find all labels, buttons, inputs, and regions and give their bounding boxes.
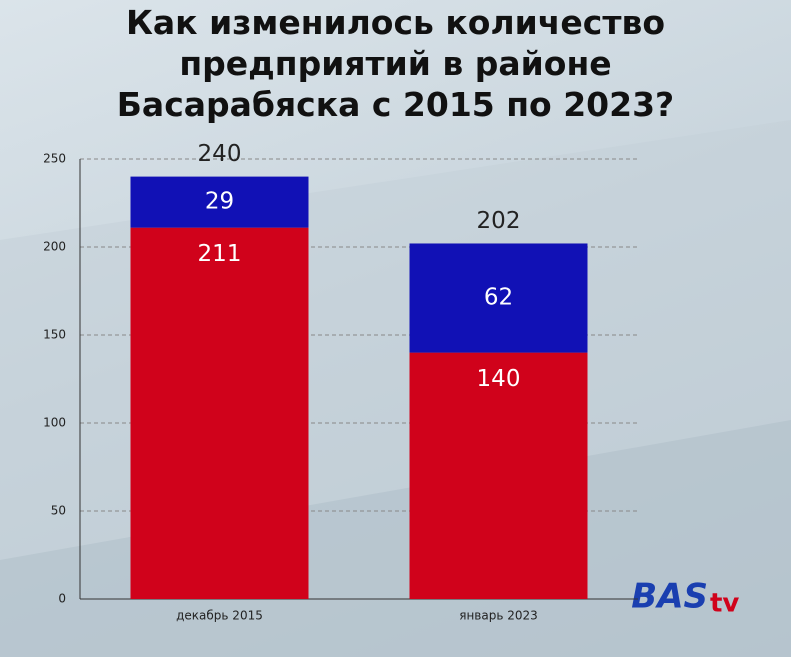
- y-tick-label: 0: [58, 592, 66, 606]
- total-label: 240: [198, 141, 242, 167]
- bar-segment: [409, 243, 588, 353]
- value-label: 211: [198, 241, 242, 267]
- value-label: 62: [484, 285, 513, 311]
- bar-segment: [130, 227, 309, 599]
- value-label: 29: [205, 189, 234, 215]
- logo-suffix: tv: [710, 589, 739, 619]
- value-label: 140: [477, 366, 521, 392]
- logo-main: BAS: [631, 577, 708, 617]
- bar-segment: [409, 352, 588, 599]
- y-tick-label: 200: [43, 240, 66, 254]
- y-tick-label: 150: [43, 328, 66, 342]
- total-label: 202: [477, 208, 521, 234]
- y-tick-label: 250: [43, 152, 66, 166]
- y-tick-label: 50: [51, 504, 66, 518]
- chart-title: Как изменилось количество предприятий в …: [116, 3, 675, 124]
- bar-segment: [130, 176, 309, 228]
- y-tick-label: 100: [43, 416, 66, 430]
- x-tick-label: январь 2023: [459, 609, 538, 623]
- x-tick-label: декабрь 2015: [176, 609, 263, 623]
